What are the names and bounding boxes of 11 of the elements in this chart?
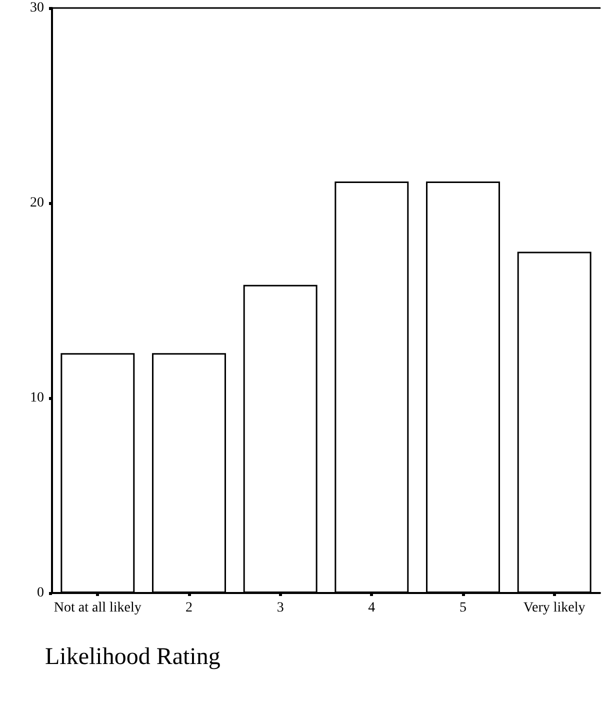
x-tick-label: 2 xyxy=(186,600,192,616)
x-tick-label: Not at all likely xyxy=(54,600,142,616)
x-tick-label: 5 xyxy=(460,600,466,616)
y-tick-label: 20 xyxy=(30,196,44,210)
y-tick-label: 0 xyxy=(37,586,44,600)
x-tick-label: 4 xyxy=(368,600,376,616)
y-tick-label: 10 xyxy=(30,390,44,406)
x-tick-label: 3 xyxy=(276,600,284,616)
x-tick-label: Very likely xyxy=(523,600,586,616)
y-tick-label: 30 xyxy=(30,0,44,16)
x-axis-title: Likelihood Rating xyxy=(45,644,220,670)
